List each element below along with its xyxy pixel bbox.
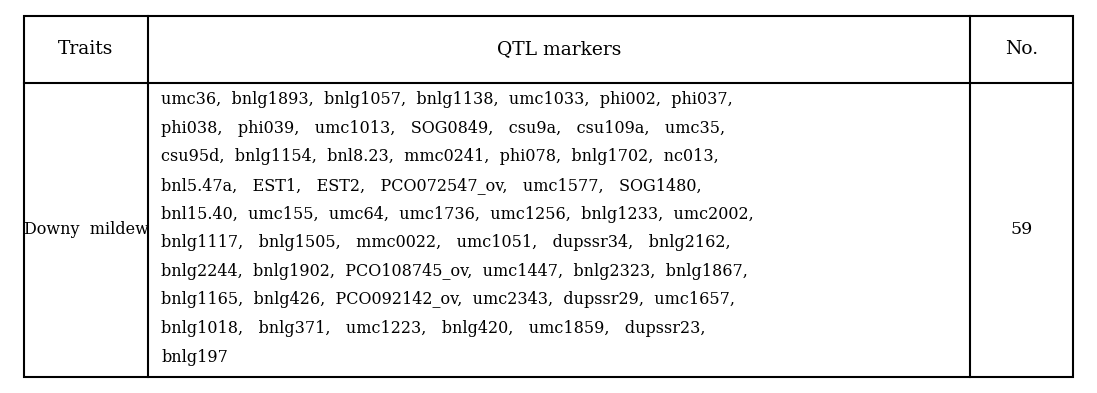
Text: bnl15.40,  umc155,  umc64,  umc1736,  umc1256,  bnlg1233,  umc2002,: bnl15.40, umc155, umc64, umc1736, umc125… (161, 206, 754, 223)
Text: umc36,  bnlg1893,  bnlg1057,  bnlg1138,  umc1033,  phi002,  phi037,: umc36, bnlg1893, bnlg1057, bnlg1138, umc… (161, 91, 733, 108)
Text: Downy  mildew: Downy mildew (23, 221, 148, 239)
Text: csu95d,  bnlg1154,  bnl8.23,  mmc0241,  phi078,  bnlg1702,  nc013,: csu95d, bnlg1154, bnl8.23, mmc0241, phi0… (161, 149, 719, 165)
Text: No.: No. (1005, 40, 1038, 58)
Text: 59: 59 (1010, 221, 1032, 239)
Text: bnlg1165,  bnlg426,  PCO092142_ov,  umc2343,  dupssr29,  umc1657,: bnlg1165, bnlg426, PCO092142_ov, umc2343… (161, 292, 735, 309)
Text: bnlg1018,   bnlg371,   umc1223,   bnlg420,   umc1859,   dupssr23,: bnlg1018, bnlg371, umc1223, bnlg420, umc… (161, 320, 705, 337)
Text: bnlg1117,   bnlg1505,   mmc0022,   umc1051,   dupssr34,   bnlg2162,: bnlg1117, bnlg1505, mmc0022, umc1051, du… (161, 234, 731, 251)
Text: QTL markers: QTL markers (497, 40, 621, 58)
Text: bnlg197: bnlg197 (161, 349, 228, 365)
Text: Traits: Traits (58, 40, 114, 58)
Text: bnlg2244,  bnlg1902,  PCO108745_ov,  umc1447,  bnlg2323,  bnlg1867,: bnlg2244, bnlg1902, PCO108745_ov, umc144… (161, 263, 748, 280)
Text: bnl5.47a,   EST1,   EST2,   PCO072547_ov,   umc1577,   SOG1480,: bnl5.47a, EST1, EST2, PCO072547_ov, umc1… (161, 177, 702, 194)
Text: phi038,   phi039,   umc1013,   SOG0849,   csu9a,   csu109a,   umc35,: phi038, phi039, umc1013, SOG0849, csu9a,… (161, 120, 725, 137)
